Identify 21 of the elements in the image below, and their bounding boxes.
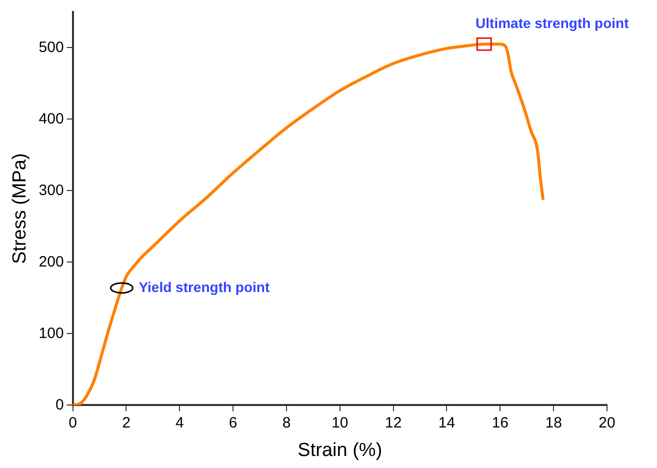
x-tick-label: 8	[282, 414, 291, 432]
x-tick-label: 18	[545, 414, 562, 432]
x-tick-label: 14	[438, 414, 456, 432]
annotation: Yield strength point	[138, 278, 270, 295]
x-tick-label: 20	[598, 414, 616, 432]
x-tick-label: 10	[332, 414, 348, 432]
x-tick-label: 2	[122, 414, 130, 432]
y-tick-label: 300	[38, 182, 64, 199]
x-tick-label: 0	[68, 414, 77, 432]
annotation: Ultimate strength point	[476, 15, 630, 32]
x-tick-label: 12	[384, 414, 402, 432]
y-tick-label: 0	[55, 396, 64, 414]
y-tick-label: 500	[38, 38, 64, 56]
y-axis-title: Stress (MPa)	[10, 153, 31, 264]
x-tick-label: 6	[228, 414, 238, 432]
x-tick-label: 4	[175, 414, 184, 432]
y-tick-label: 400	[38, 110, 64, 128]
y-tick-label: 200	[38, 253, 64, 270]
y-tick-label: 100	[38, 324, 64, 342]
x-tick-label: 16	[492, 414, 509, 432]
x-axis-title: Strain (%)	[298, 440, 382, 461]
